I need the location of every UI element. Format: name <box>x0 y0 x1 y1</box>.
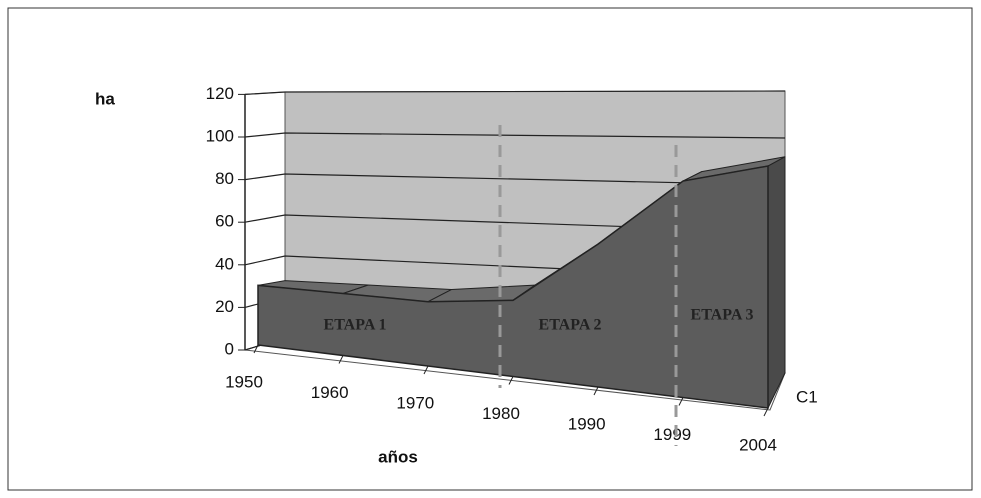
y-tick-label: 100 <box>206 126 234 145</box>
x-tick-label: 1999 <box>653 425 691 444</box>
x-tick <box>593 386 599 396</box>
x-tick-label: 1970 <box>396 393 434 412</box>
y-tick-label: 60 <box>215 212 234 231</box>
x-tick <box>678 397 684 406</box>
grid-line <box>244 214 786 233</box>
x-tick-label: 1950 <box>225 372 263 391</box>
y-tick-label: 120 <box>206 84 234 103</box>
grid-line <box>244 173 786 186</box>
y-tick-label: 0 <box>225 339 234 358</box>
x-tick <box>253 344 259 354</box>
y-tick-label: 20 <box>215 297 234 316</box>
annotation: ETAPA 2 <box>539 317 602 334</box>
x-tick-label: 1980 <box>482 404 520 423</box>
annotation: ETAPA 3 <box>691 307 754 324</box>
grid-line <box>244 132 786 139</box>
series-label: C1 <box>796 387 818 406</box>
grid-line <box>244 90 786 95</box>
y-axis-label: ha <box>95 89 115 108</box>
x-tick <box>338 355 344 364</box>
x-tick-label: 2004 <box>739 435 777 454</box>
area-front <box>257 165 769 409</box>
area-side <box>767 155 786 409</box>
x-tick <box>423 365 429 375</box>
y-tick-label: 80 <box>215 169 234 188</box>
x-tick <box>508 376 514 385</box>
x-tick <box>763 407 769 417</box>
x-tick-label: 1960 <box>311 383 349 402</box>
x-tick-label: 1990 <box>568 414 606 433</box>
annotation: ETAPA 1 <box>324 317 387 334</box>
y-tick-label: 40 <box>215 254 234 273</box>
x-axis-label: años <box>378 447 418 466</box>
